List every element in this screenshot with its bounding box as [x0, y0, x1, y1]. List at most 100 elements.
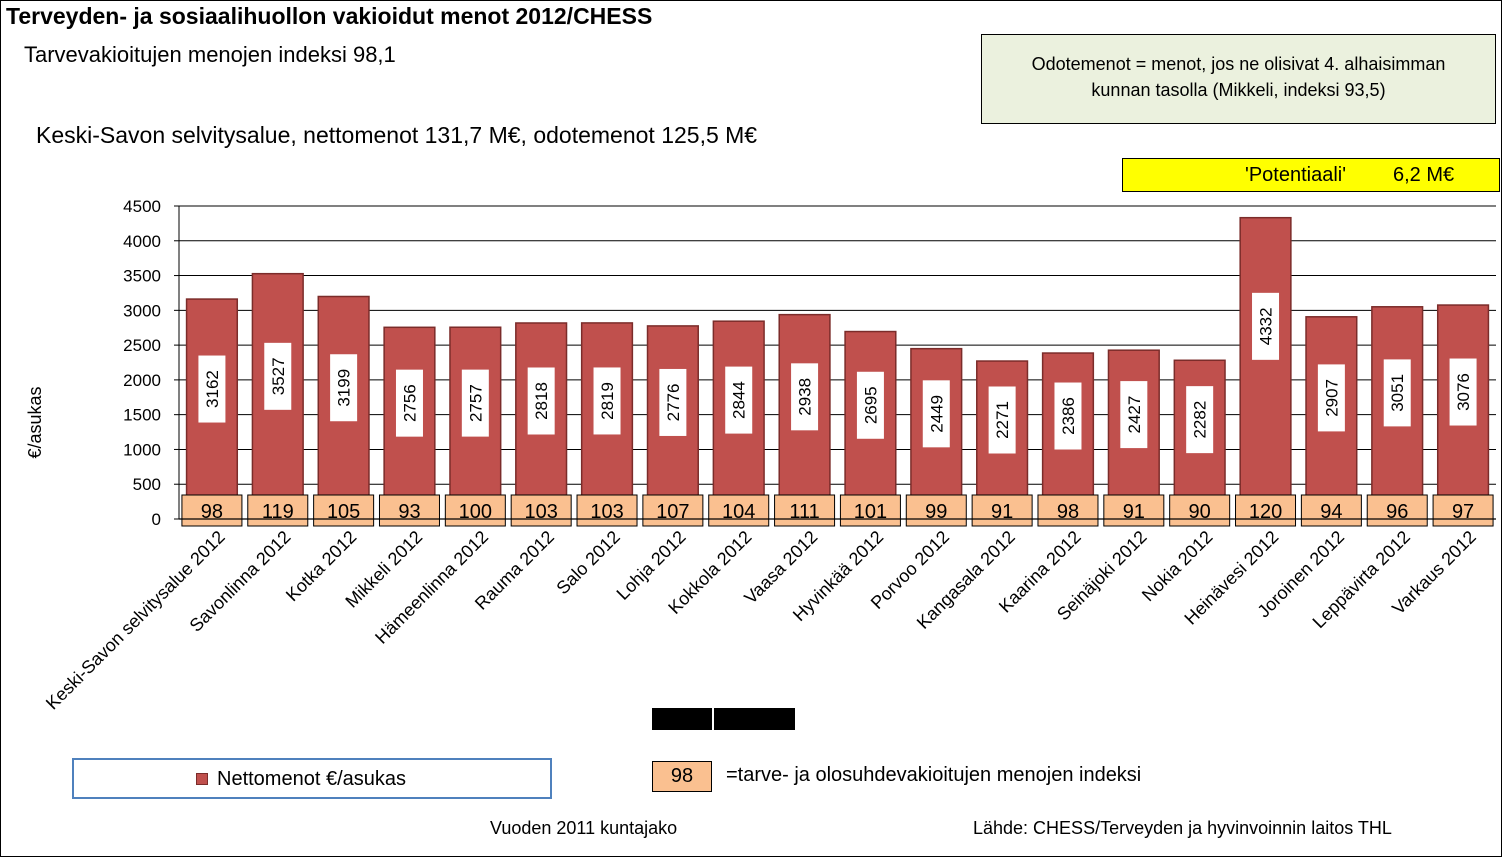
index-value: 111 [789, 501, 819, 523]
value-label-box [791, 363, 819, 431]
value-label: 2776 [664, 384, 683, 422]
index-value: 103 [524, 501, 557, 523]
note-line-2: kunnan tasolla (Mikkeli, indeksi 93,5) [1091, 80, 1386, 100]
value-label-box [1252, 292, 1280, 360]
value-label: 2907 [1322, 379, 1341, 417]
value-label: 3162 [203, 370, 222, 408]
y-tick-label: 4000 [123, 232, 161, 251]
index-value: 94 [1320, 501, 1342, 523]
potential-label: 'Potentiaali' [1245, 164, 1347, 186]
index-value: 90 [1189, 501, 1211, 523]
value-label-box [395, 369, 423, 437]
potential-value: 6,2 M€ [1393, 164, 1455, 186]
index-value: 98 [201, 501, 223, 523]
value-label: 2271 [993, 401, 1012, 439]
value-label: 4332 [1257, 307, 1276, 345]
index-box [708, 494, 770, 527]
y-tick-label: 2000 [123, 371, 161, 390]
value-label: 2818 [532, 382, 551, 420]
footer-source: Lähde: CHESS/Terveyden ja hyvinvoinnin l… [973, 818, 1392, 838]
y-tick-label: 1000 [123, 440, 161, 459]
index-box [971, 494, 1033, 527]
value-label-box [659, 368, 687, 436]
index-box [444, 494, 506, 527]
value-label: 3527 [269, 357, 288, 395]
value-label: 3051 [1388, 374, 1407, 412]
value-label-box [461, 369, 489, 437]
index-value: 101 [854, 501, 887, 523]
bar-chart: 0 500 1000 1500 2000 2500 3000 3500 4000 4500 €/as… [25, 197, 1496, 713]
index-box [1366, 494, 1428, 527]
index-box [181, 494, 243, 527]
index-value: 97 [1452, 501, 1474, 523]
note-line-1: Odotemenot = menot, jos ne olisivat 4. a… [1031, 54, 1446, 74]
chart-subtitle: Tarvevakioitujen menojen indeksi 98,1 [24, 42, 396, 67]
value-label: 2282 [1191, 401, 1210, 439]
index-box [1103, 494, 1165, 527]
index-key-box: 98 [652, 761, 712, 792]
value-label: 2757 [466, 384, 485, 422]
value-label: 2695 [861, 386, 880, 424]
value-label-box [1317, 364, 1345, 432]
value-label-box [330, 354, 358, 422]
index-box [642, 494, 704, 527]
index-value: 99 [925, 501, 947, 523]
value-label-box [1383, 359, 1411, 427]
y-tick-label: 3500 [123, 267, 161, 286]
value-label: 3076 [1454, 373, 1473, 411]
value-label-box [725, 366, 753, 434]
value-label: 2427 [1125, 396, 1144, 434]
y-tick-label: 0 [152, 510, 161, 529]
value-label-box [264, 342, 292, 410]
bar [910, 347, 963, 520]
legend-swatch [196, 773, 208, 785]
index-box [510, 494, 572, 527]
y-tick-label: 2500 [123, 336, 161, 355]
index-value: 93 [398, 501, 420, 523]
y-tick-label: 1500 [123, 406, 161, 425]
index-value: 100 [459, 501, 492, 523]
index-box [1037, 494, 1099, 527]
value-label-box [988, 386, 1016, 454]
index-box [839, 494, 901, 527]
value-label-box [1186, 386, 1214, 454]
value-label: 2844 [730, 381, 749, 419]
index-box [1432, 494, 1494, 527]
index-value: 119 [262, 501, 294, 523]
index-value: 105 [327, 501, 360, 523]
index-value: 91 [991, 501, 1013, 523]
value-label-box [1054, 382, 1082, 450]
value-label-box [593, 367, 621, 435]
chart-title: Terveyden- ja sosiaalihuollon vakioidut … [6, 3, 653, 29]
redaction-bar [652, 708, 712, 730]
index-value: 104 [722, 501, 755, 523]
expected-costs-note: Odotemenot = menot, jos ne olisivat 4. a… [981, 34, 1496, 124]
bar [1239, 216, 1292, 520]
index-box [247, 494, 309, 527]
index-value: 96 [1386, 501, 1408, 523]
redaction-bar [714, 708, 795, 730]
potential-box: 'Potentiaali' 6,2 M€ [1122, 158, 1500, 192]
legend-series-label: Nettomenot €/asukas [217, 768, 406, 790]
value-label-box [922, 380, 950, 448]
index-box [378, 494, 440, 527]
category-label: Hämeenlinna 2012 [371, 527, 492, 648]
value-label: 2386 [1059, 397, 1078, 435]
y-axis-label: €/asukas [25, 386, 45, 458]
value-label-box [198, 355, 226, 423]
index-box [1235, 494, 1297, 527]
index-box [774, 494, 836, 527]
index-value: 120 [1249, 501, 1282, 523]
index-value: 107 [656, 501, 689, 523]
y-tick-label: 3000 [123, 301, 161, 320]
index-value: 91 [1123, 501, 1145, 523]
value-label-box [856, 371, 884, 439]
category-label: Salo 2012 [552, 527, 623, 598]
value-label: 2756 [400, 384, 419, 422]
value-label: 2819 [598, 382, 617, 420]
index-value: 103 [590, 501, 623, 523]
value-label-box [1449, 358, 1477, 426]
value-label: 3199 [335, 369, 354, 407]
index-box [1169, 494, 1231, 527]
footer-municipality-note: Vuoden 2011 kuntajako [490, 818, 678, 838]
